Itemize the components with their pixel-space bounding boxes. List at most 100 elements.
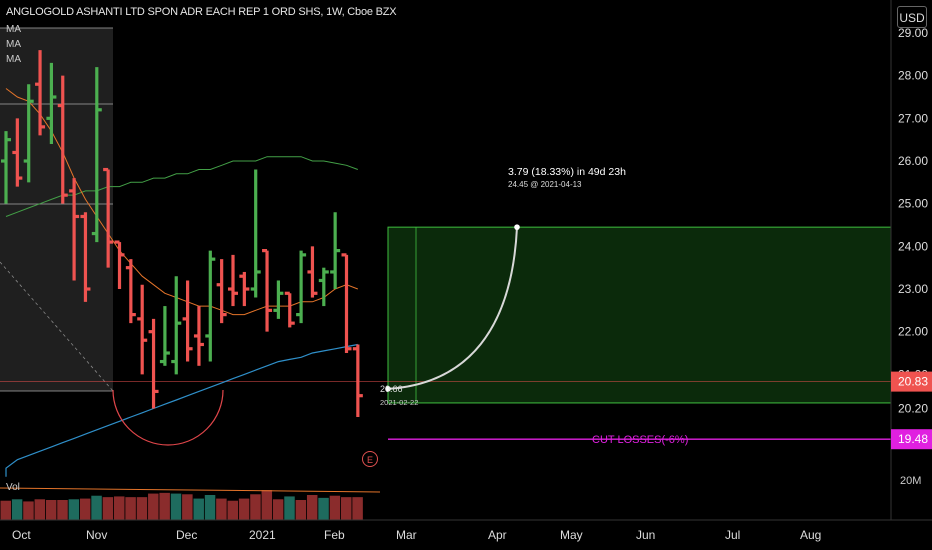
- ma-label-2[interactable]: MA: [6, 39, 21, 50]
- target-zone-box[interactable]: [387, 226, 892, 404]
- volume-bar[interactable]: [102, 497, 114, 520]
- target-point-icon[interactable]: [514, 224, 520, 230]
- x-tick-label: Feb: [324, 528, 345, 542]
- drawn-arc-curve[interactable]: [112, 389, 224, 446]
- entry-price-label: 20.66: [380, 384, 403, 394]
- ma-label-1[interactable]: MA: [6, 24, 21, 35]
- volume-bar[interactable]: [216, 498, 227, 520]
- volume-bar[interactable]: [68, 499, 80, 520]
- ohlc-bar[interactable]: [69, 178, 80, 281]
- ohlc-bar[interactable]: [307, 246, 318, 298]
- last-price-tag[interactable]: [891, 371, 932, 392]
- ohlc-bar[interactable]: [250, 169, 261, 298]
- ohlc-bar[interactable]: [125, 259, 136, 324]
- volume-bar[interactable]: [352, 497, 363, 520]
- volume-bar[interactable]: [341, 497, 352, 520]
- ohlc-bar[interactable]: [318, 267, 329, 307]
- volume-bar[interactable]: [329, 495, 341, 520]
- y-tick-label: 28.00: [898, 69, 928, 83]
- ohlc-bar[interactable]: [137, 284, 148, 375]
- volume-bar[interactable]: [11, 499, 23, 520]
- range-box-diagonal: [0, 261, 114, 392]
- volume-bar[interactable]: [306, 495, 318, 520]
- ohlc-bar[interactable]: [148, 318, 159, 409]
- volume-bar[interactable]: [136, 497, 148, 520]
- volume-bar[interactable]: [318, 497, 329, 520]
- x-tick-label: Nov: [86, 528, 107, 542]
- y-tick-label: 23.00: [898, 282, 928, 296]
- currency-button[interactable]: USD: [897, 6, 927, 28]
- cut-losses-label: CUT LOSSES(-6%): [592, 434, 688, 446]
- ma-long-line[interactable]: [5, 343, 358, 477]
- volume-bar[interactable]: [23, 501, 34, 520]
- ma-short-line[interactable]: [5, 88, 358, 316]
- ohlc-bar[interactable]: [57, 75, 68, 204]
- ohlc-bar[interactable]: [262, 249, 273, 332]
- ohlc-bar[interactable]: [296, 250, 307, 324]
- ma-label-3[interactable]: MA: [6, 54, 21, 65]
- volume-label[interactable]: Vol: [6, 482, 20, 493]
- volume-bar[interactable]: [182, 494, 193, 520]
- volume-bar[interactable]: [34, 499, 46, 520]
- x-tick-label: Oct: [12, 528, 31, 542]
- volume-axis-label: 20M: [900, 475, 921, 487]
- cut-losses-tag[interactable]: [891, 429, 932, 450]
- highlight-range-box[interactable]: [0, 27, 114, 392]
- ohlc-bar[interactable]: [35, 50, 46, 136]
- ohlc-bar[interactable]: [159, 306, 170, 366]
- ohlc-bar[interactable]: [273, 280, 284, 319]
- ohlc-bar[interactable]: [23, 84, 34, 183]
- projection-arc[interactable]: [387, 227, 518, 390]
- y-tick-label: 26.00: [898, 154, 928, 168]
- volume-bar[interactable]: [295, 500, 307, 520]
- volume-bar[interactable]: [261, 490, 273, 520]
- ohlc-bar[interactable]: [46, 62, 57, 144]
- ohlc-bar[interactable]: [80, 212, 91, 302]
- ohlc-bars: [1, 50, 363, 418]
- entry-point-icon[interactable]: [385, 386, 391, 392]
- volume-bar[interactable]: [57, 500, 68, 520]
- volume-bar[interactable]: [79, 498, 91, 520]
- ohlc-bar[interactable]: [341, 253, 352, 354]
- earnings-marker[interactable]: E: [362, 451, 378, 467]
- ohlc-bar[interactable]: [12, 118, 23, 187]
- y-tick-label: 22.00: [898, 325, 928, 339]
- ohlc-bar[interactable]: [352, 344, 363, 418]
- volume-bar[interactable]: [91, 495, 102, 520]
- ohlc-bar[interactable]: [330, 212, 341, 290]
- ohlc-bar[interactable]: [216, 259, 227, 324]
- x-tick-label: Jun: [636, 528, 655, 542]
- annotations: 3.79 (18.33%) in 49d 23h 24.45 @ 2021-04-…: [112, 166, 688, 446]
- ohlc-bar[interactable]: [114, 240, 125, 290]
- volume-bar[interactable]: [204, 495, 216, 520]
- volume-bar[interactable]: [238, 498, 250, 520]
- y-tick-label: 20.20: [898, 401, 928, 415]
- entry-date-label: 2021-02-22: [380, 398, 418, 407]
- ohlc-bar[interactable]: [284, 291, 295, 328]
- ohlc-bar[interactable]: [239, 271, 250, 307]
- volume-bar[interactable]: [0, 500, 12, 520]
- volume-bar[interactable]: [170, 493, 182, 520]
- volume-bar[interactable]: [284, 496, 295, 520]
- volume-bar[interactable]: [148, 493, 159, 520]
- ohlc-bar[interactable]: [91, 67, 102, 243]
- volume-bar[interactable]: [227, 500, 239, 520]
- volume-bar[interactable]: [159, 492, 170, 520]
- range-box-fill: [0, 28, 113, 391]
- target-label: 3.79 (18.33%) in 49d 23h: [508, 166, 626, 178]
- volume-bar[interactable]: [250, 494, 261, 520]
- volume-bar[interactable]: [114, 496, 125, 520]
- ohlc-bar[interactable]: [182, 280, 193, 362]
- ohlc-bar[interactable]: [103, 167, 114, 268]
- ohlc-bar[interactable]: [205, 250, 216, 362]
- ohlc-bar[interactable]: [1, 131, 11, 204]
- volume-bar[interactable]: [125, 497, 136, 520]
- volume-bar[interactable]: [45, 500, 57, 520]
- ohlc-bar[interactable]: [171, 276, 182, 375]
- volume-bar[interactable]: [272, 499, 284, 520]
- ohlc-bar[interactable]: [193, 306, 204, 366]
- x-tick-label: Jul: [725, 528, 740, 542]
- ohlc-bar[interactable]: [228, 254, 238, 307]
- volume-bar[interactable]: [193, 498, 204, 520]
